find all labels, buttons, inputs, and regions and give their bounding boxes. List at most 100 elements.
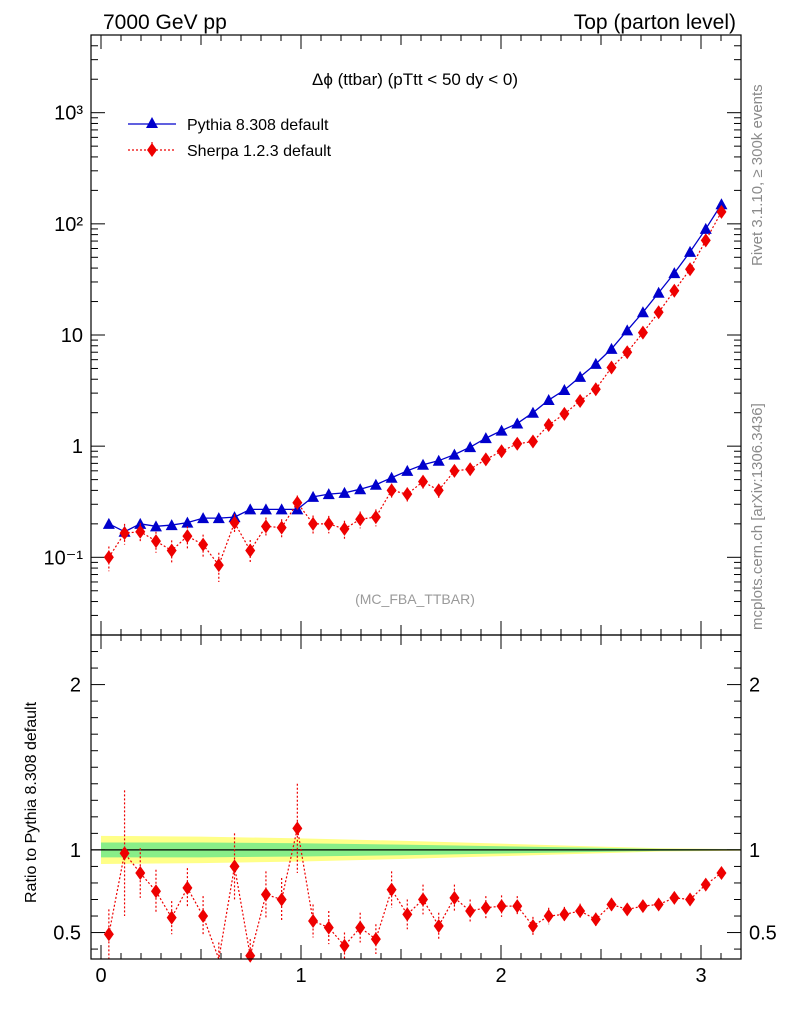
pythia-point	[542, 394, 555, 406]
header-left: 7000 GeV pp	[103, 11, 227, 34]
ratio-sherpa-point	[103, 927, 114, 942]
pythia-point	[259, 503, 272, 515]
ratio-sherpa-point	[669, 890, 680, 905]
y-tick-label: 1	[72, 436, 83, 458]
sherpa-point	[166, 543, 177, 558]
sherpa-point	[716, 204, 727, 219]
sherpa-point	[308, 516, 319, 531]
sherpa-point	[198, 537, 209, 552]
ratio-sherpa-point	[433, 918, 444, 933]
pythia-point	[621, 324, 634, 336]
ratio-sherpa-point	[276, 892, 287, 907]
sherpa-point	[527, 434, 538, 449]
ratio-sherpa-point	[370, 932, 381, 947]
ratio-sherpa-point	[449, 890, 460, 905]
x-tick-label: 2	[495, 965, 506, 987]
ratio-uncertainty-band	[91, 835, 741, 864]
ratio-sherpa-point	[700, 877, 711, 892]
pythia-point	[244, 503, 257, 515]
sherpa-point	[433, 483, 444, 498]
y-tick-label: 10⁻¹	[44, 547, 84, 569]
ratio-sherpa-point	[480, 900, 491, 915]
pythia-point	[181, 516, 194, 528]
sherpa-point	[323, 516, 334, 531]
sherpa-line	[108, 211, 722, 567]
legend-entry-pythia: Pythia 8.308 default	[128, 117, 329, 134]
ratio-sherpa-point	[653, 897, 664, 912]
ratio-sherpa-point	[685, 892, 696, 907]
pythia-point	[149, 520, 162, 532]
sherpa-point	[512, 436, 523, 451]
pythia-point	[526, 406, 539, 418]
sherpa-point	[653, 305, 664, 320]
ratio-sherpa-point	[575, 904, 586, 919]
pythia-point	[385, 471, 398, 483]
sherpa-point	[229, 515, 240, 530]
ratio-sherpa-point	[622, 902, 633, 917]
header-right: Top (parton level)	[574, 11, 736, 34]
ratio-sherpa-point	[292, 821, 303, 836]
x-tick-label: 0	[95, 965, 106, 987]
sherpa-point	[245, 543, 256, 558]
sherpa-point	[150, 534, 161, 549]
rivet-label: Rivet 3.1.10, ≥ 300k events	[749, 84, 766, 266]
ratio-sherpa-point	[150, 884, 161, 899]
sherpa-point	[119, 526, 130, 541]
pythia-point	[715, 198, 728, 210]
main-axis-ticks: 10⁻¹ 1 10 10² 10³	[44, 34, 742, 636]
ratio-sherpa-point	[527, 918, 538, 933]
legend-label-pythia: Pythia 8.308 default	[187, 117, 329, 134]
legend-entry-sherpa: Sherpa 1.2.3 default	[128, 142, 332, 160]
sherpa-point	[370, 510, 381, 525]
ratio-series	[103, 783, 727, 963]
sherpa-point	[418, 474, 429, 489]
ratio-frame	[90, 634, 742, 960]
pythia-point	[558, 384, 571, 396]
ratio-y-tick-label: 0.5	[53, 923, 81, 945]
mcplots-label: mcplots.cern.ch [arXiv:1306.3436]	[749, 403, 766, 630]
y-tick-label: 10³	[54, 103, 83, 125]
ratio-sherpa-point	[166, 910, 177, 925]
pythia-point	[354, 483, 367, 495]
sherpa-point	[685, 262, 696, 277]
pythia-point	[275, 503, 288, 515]
pythia-point	[636, 306, 649, 318]
pythia-point	[401, 464, 414, 476]
pythia-point	[197, 512, 210, 524]
x-tick-label: 3	[695, 965, 706, 987]
ratio-panel: 0 1 2 3 0.5 0.5 1 1 2 2 Ratio to Pythia 8.308 def…	[23, 634, 777, 987]
sherpa-point	[465, 462, 476, 477]
sherpa-point	[449, 463, 460, 478]
pythia-point	[699, 222, 712, 234]
sherpa-point	[669, 283, 680, 298]
analysis-label: (MC_FBA_TTBAR)	[355, 591, 475, 607]
pythia-line	[108, 203, 723, 533]
pythia-point	[464, 441, 477, 453]
sherpa-point	[292, 495, 303, 510]
sherpa-point	[276, 520, 287, 535]
sherpa-point	[575, 393, 586, 408]
sherpa-point	[386, 483, 397, 498]
ratio-sherpa-point	[402, 907, 413, 922]
ratio-sherpa-point	[355, 920, 366, 935]
ratio-sherpa-point	[512, 899, 523, 914]
pythia-point	[212, 512, 225, 524]
sherpa-point	[103, 550, 114, 565]
ratio-sherpa-point	[198, 909, 209, 924]
ratio-sherpa-point	[323, 920, 334, 935]
ratio-sherpa-point	[590, 912, 601, 927]
pythia-point	[652, 286, 665, 298]
ratio-sherpa-point	[260, 887, 271, 902]
sherpa-point	[260, 519, 271, 534]
ratio-sherpa-point	[119, 846, 130, 861]
ratio-sherpa-point	[606, 897, 617, 912]
ratio-sherpa-point	[543, 909, 554, 924]
sherpa-point	[213, 558, 224, 573]
sherpa-point	[339, 521, 350, 536]
ratio-y-tick-label-right: 0.5	[749, 923, 777, 945]
legend-marker-diamond	[147, 143, 157, 157]
sherpa-point	[700, 233, 711, 248]
ratio-sherpa-point	[418, 892, 429, 907]
pythia-point	[417, 458, 430, 470]
ratio-axis-ticks: 0 1 2 3 0.5 0.5 1 1 2 2	[53, 635, 777, 987]
